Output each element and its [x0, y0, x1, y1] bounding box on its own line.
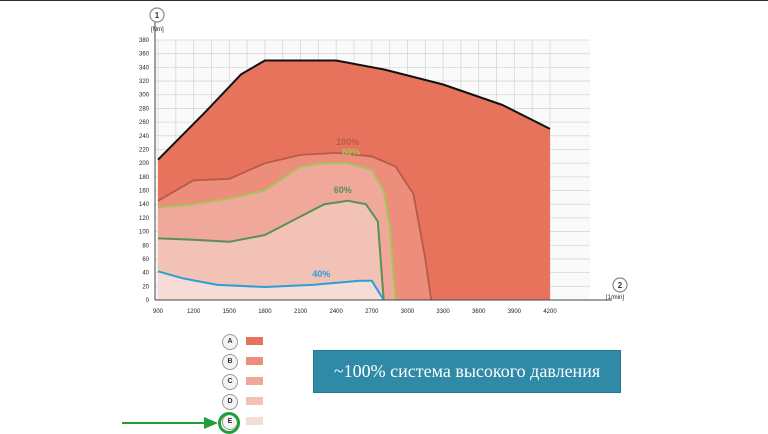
- label-40: 40%: [312, 269, 330, 279]
- y-axis-badge: [149, 7, 165, 23]
- fill-area-d: [158, 200, 384, 300]
- y-axis-badge-label: 1: [155, 11, 160, 20]
- x-axis-badge-label: 2: [618, 281, 623, 290]
- legend-item-c: C: [222, 374, 302, 390]
- y-tick-label: 60: [142, 257, 149, 263]
- y-tick-label: 120: [139, 216, 150, 222]
- label-80: 80%: [342, 147, 360, 157]
- highlight-circle-icon: [218, 412, 240, 434]
- legend-swatch: [246, 337, 263, 345]
- caption-text: ~100% система высокого давления: [333, 361, 601, 381]
- curve-40: [157, 270, 385, 301]
- y-tick-label: 360: [139, 52, 150, 58]
- legend-badge: A: [222, 334, 238, 350]
- y-tick-label: 300: [139, 93, 150, 99]
- curve-100: [157, 152, 433, 301]
- x-tick-label: 1200: [187, 309, 201, 315]
- y-tick-label: 0: [146, 298, 150, 304]
- legend-swatch: [246, 417, 263, 425]
- x-tick-label: 3600: [472, 309, 486, 315]
- y-tick-label: 380: [139, 38, 150, 44]
- x-tick-label: 3300: [436, 309, 450, 315]
- axes: 1 [Nm] 2 [1/min]: [149, 7, 628, 301]
- ticks: 0 20 40 60 80 100 120 140 160 180 200 220 240 260 280 3…: [139, 38, 557, 315]
- legend-item-b: B: [222, 354, 302, 370]
- legend-swatch: [246, 357, 263, 365]
- x-tick-label: 3000: [401, 309, 415, 315]
- y-unit: [Nm]: [151, 27, 164, 33]
- x-tick-label: 900: [153, 309, 164, 315]
- y-tick-label: 320: [139, 79, 150, 85]
- y-tick-label: 260: [139, 120, 150, 126]
- legend-badge: C: [222, 374, 238, 390]
- y-tick-label: 80: [142, 243, 149, 249]
- series-curves: [157, 59, 551, 301]
- y-tick-label: 20: [142, 284, 149, 290]
- legend-badge: B: [222, 354, 238, 370]
- y-tick-label: 340: [139, 65, 150, 71]
- y-tick-label: 180: [139, 175, 150, 181]
- legend-swatch: [246, 397, 263, 405]
- x-tick-label: 2700: [365, 309, 379, 315]
- y-tick-label: 240: [139, 134, 150, 140]
- y-tick-label: 220: [139, 147, 150, 153]
- label-60: 60%: [334, 185, 352, 195]
- curve-envelope: [157, 59, 551, 161]
- x-tick-label: 3900: [508, 309, 522, 315]
- curve-80: [157, 162, 397, 301]
- x-axis-badge: [612, 277, 628, 293]
- y-tick-label: 100: [139, 230, 150, 236]
- caption-box: ~100% система высокого давления: [313, 350, 621, 393]
- legend-badge: D: [222, 394, 238, 410]
- label-100: 100%: [336, 137, 359, 147]
- y-tick-label: 40: [142, 271, 149, 277]
- x-unit: [1/min]: [606, 295, 624, 301]
- series-labels: 100%80% 60% 40%: [312, 137, 360, 279]
- legend-swatch: [246, 377, 263, 385]
- fill-areas: [158, 60, 550, 300]
- top-rule: [0, 0, 768, 1]
- x-tick-label: 4200: [543, 309, 557, 315]
- green-arrow-right-icon: [122, 417, 218, 429]
- y-tick-label: 140: [139, 202, 150, 208]
- x-tick-label: 1500: [223, 309, 237, 315]
- y-tick-label: 160: [139, 189, 150, 195]
- legend-item-a: A: [222, 334, 302, 350]
- x-tick-label: 2400: [330, 309, 344, 315]
- legend-item-d: D: [222, 394, 302, 410]
- y-tick-label: 280: [139, 106, 150, 112]
- x-tick-label: 1800: [258, 309, 272, 315]
- y-tick-label: 200: [139, 161, 150, 167]
- x-tick-label: 2100: [294, 309, 308, 315]
- fill-area-e: [158, 271, 384, 300]
- curve-60: [157, 199, 385, 301]
